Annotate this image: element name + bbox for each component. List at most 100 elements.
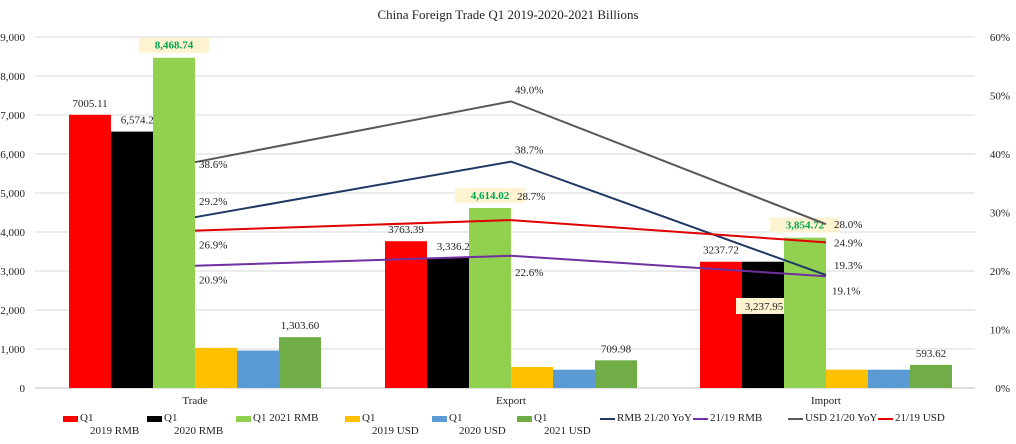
legend-swatch: [345, 416, 360, 422]
line-data-label: 24.9%: [834, 237, 862, 249]
bar: [700, 261, 742, 388]
legend-label: 21/19 USD: [895, 412, 945, 424]
line-data-label: 28.0%: [834, 219, 862, 231]
legend-swatch: [600, 418, 615, 420]
y-right-tick: 30%: [990, 208, 1010, 220]
bar: [385, 241, 427, 388]
line-data-label: 28.7%: [517, 191, 545, 203]
bar: [868, 369, 910, 388]
y-right-tick: 10%: [990, 325, 1010, 337]
legend-swatch: [517, 416, 532, 422]
legend-label: RMB 21/20 YoY: [617, 412, 692, 424]
line-data-label: 38.6%: [199, 159, 227, 171]
data-label-bg: [736, 298, 792, 314]
data-label: 4,614.02: [471, 190, 510, 202]
legend-swatch: [432, 416, 447, 422]
bar: [553, 369, 595, 388]
x-tick-label: Import: [811, 395, 841, 407]
x-tick-label: Export: [496, 395, 526, 407]
bar: [826, 369, 868, 388]
legend-swatch: [878, 418, 893, 420]
data-label: 1,303.60: [281, 320, 320, 332]
line-data-label: 26.9%: [199, 240, 227, 252]
y-left-tick: 8,000: [0, 71, 25, 83]
bar: [427, 257, 469, 388]
y-right-tick: 20%: [990, 266, 1010, 278]
legend-swatch: [236, 416, 251, 422]
bar: [511, 366, 553, 388]
legend-item: Q1 2020 RMB: [147, 412, 223, 438]
legend-item: Q1 2020 USD: [432, 412, 506, 438]
y-left-tick: 1,000: [0, 344, 25, 356]
legend-item: Q1 2019 USD: [345, 412, 419, 438]
y-left-tick: 3,000: [0, 266, 25, 278]
bar: [153, 57, 195, 388]
legend-label: Q1 2021 USD: [534, 412, 591, 437]
data-label-bg: [139, 37, 209, 53]
legend-item: Q1 2019 RMB: [63, 412, 139, 438]
line-series: [194, 160, 827, 277]
y-left-tick: 5,000: [0, 188, 25, 200]
data-label: 3,237.95: [745, 301, 784, 313]
legend-label: Q1 2019 RMB: [80, 412, 140, 437]
bar: [784, 237, 826, 388]
bar: [742, 261, 784, 388]
bar: [69, 114, 111, 388]
legend-item: 21/19 RMB: [693, 412, 762, 425]
data-label: 3,854.72: [786, 220, 825, 232]
legend-swatch: [788, 418, 803, 420]
y-left-tick: 9,000: [0, 32, 25, 44]
data-label-bg: [770, 217, 840, 233]
data-label: 3237.72: [703, 245, 739, 257]
legend-swatch: [147, 416, 162, 422]
line-series: [194, 254, 827, 278]
data-label: 593.62: [916, 348, 946, 360]
data-label: 8,468.74: [155, 40, 194, 52]
x-tick-label: Trade: [182, 395, 207, 407]
data-label: 6,574.23: [121, 115, 160, 127]
data-label-bg: [455, 188, 525, 204]
bar: [237, 350, 279, 388]
legend: Q1 2019 RMB Q1 2020 RMB Q1 2021 RMB Q1 2019 US…: [0, 412, 1016, 444]
y-left-tick: 2,000: [0, 305, 25, 317]
bar: [195, 347, 237, 388]
y-right-tick: 40%: [990, 149, 1010, 161]
legend-swatch: [693, 418, 708, 420]
chart-svg: China Foreign Trade Q1 2019-2020-2021 Bi…: [0, 7, 1010, 407]
y-right-tick: 60%: [990, 32, 1010, 44]
legend-label: 21/19 RMB: [710, 412, 763, 424]
legend-item: Q1 2021 USD: [517, 412, 591, 438]
line-data-label: 38.7%: [515, 145, 543, 157]
bar: [910, 364, 952, 388]
data-label: 3,336.28: [437, 241, 476, 253]
legend-label: USD 21/20 YoY: [805, 412, 878, 424]
legend-item: USD 21/20 YoY: [788, 412, 877, 425]
legend-item: RMB 21/20 YoY: [600, 412, 692, 425]
legend-swatch: [63, 416, 78, 422]
y-left-tick: 0: [20, 383, 26, 395]
legend-item: Q1 2021 RMB: [236, 412, 318, 425]
bar: [469, 208, 511, 388]
legend-label: Q1 2021 RMB: [253, 412, 319, 424]
line-data-label: 20.9%: [199, 275, 227, 287]
chart-title: China Foreign Trade Q1 2019-2020-2021 Bi…: [377, 7, 638, 22]
line-data-label: 49.0%: [515, 84, 543, 96]
bar: [595, 360, 637, 388]
y-right-tick: 50%: [990, 91, 1010, 103]
line-data-label: 29.2%: [199, 196, 227, 208]
legend-label: Q1 2020 RMB: [164, 412, 224, 437]
line-data-label: 22.6%: [515, 267, 543, 279]
bar: [111, 131, 153, 388]
line-series: [194, 100, 827, 226]
line-series: [194, 219, 827, 244]
line-data-label: 19.1%: [832, 285, 860, 297]
data-label: 3763.39: [388, 224, 424, 236]
bar: [279, 337, 321, 388]
legend-label: Q1 2019 USD: [362, 412, 419, 437]
data-label: 709.98: [601, 343, 632, 355]
y-right-tick: 0%: [995, 383, 1010, 395]
line-data-label: 19.3%: [834, 260, 862, 272]
legend-label: Q1 2020 USD: [449, 412, 506, 437]
y-left-tick: 4,000: [0, 227, 25, 239]
